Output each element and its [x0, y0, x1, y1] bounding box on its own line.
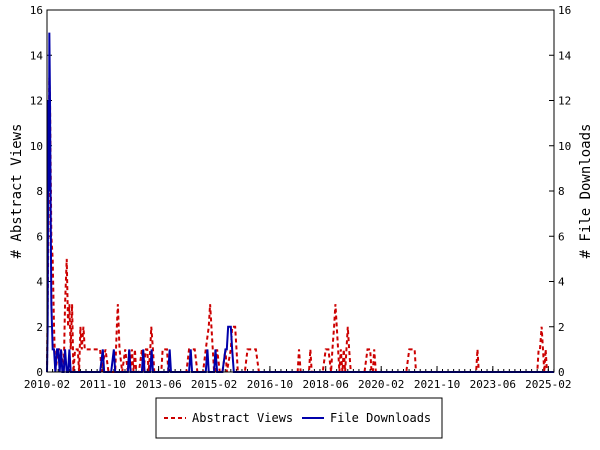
x-tick-label: 2018-06	[303, 378, 349, 391]
right-y-tick-label: 12	[558, 95, 571, 108]
legend-box	[155, 397, 443, 439]
x-tick-label: 2020-02	[358, 378, 404, 391]
left-y-tick-label: 16	[30, 4, 43, 17]
series-layer	[46, 32, 554, 373]
legend-label-abstract-views: Abstract Views	[192, 411, 293, 425]
series-line-abstract-views	[46, 77, 554, 373]
left-y-tick-label: 10	[30, 140, 43, 153]
x-tick-label: 2023-06	[470, 378, 516, 391]
right-axis-title: # File Downloads	[578, 124, 594, 259]
right-y-tick-label: 8	[558, 185, 565, 198]
right-y-tick-label: 6	[558, 230, 565, 243]
left-y-tick-label: 0	[36, 366, 43, 379]
left-axis-title: # Abstract Views	[9, 124, 25, 259]
legend: Abstract Views File Downloads	[155, 397, 443, 439]
plot-frame	[46, 9, 555, 373]
x-tick-label: 2010-02	[24, 378, 70, 391]
left-y-tick-label: 12	[30, 95, 43, 108]
left-y-tick-labels: 0 2 4 6 8 10 12 14 16	[30, 4, 44, 379]
x-tick-label: 2016-10	[247, 378, 293, 391]
right-y-tick-label: 10	[558, 140, 571, 153]
series-line-file-downloads	[46, 32, 554, 373]
x-tick-label: 2025-02	[525, 378, 571, 391]
left-y-tick-label: 14	[30, 49, 44, 62]
x-tick-label: 2011-10	[80, 378, 126, 391]
right-y-tick-label: 14	[558, 49, 572, 62]
x-tick-label: 2013-06	[135, 378, 181, 391]
left-y-tick-label: 8	[36, 185, 43, 198]
right-y-tick-label: 4	[558, 276, 565, 289]
left-y-tick-label: 6	[36, 230, 43, 243]
right-y-tick-label: 2	[558, 321, 565, 334]
x-tick-labels: 2010-02 2011-10 2013-06 2015-02 2016-10 2018-…	[24, 378, 572, 391]
left-y-tick-label: 2	[36, 321, 43, 334]
x-tick-label: 2015-02	[191, 378, 237, 391]
right-y-tick-label: 16	[558, 4, 571, 17]
legend-label-file-downloads: File Downloads	[330, 411, 431, 425]
right-y-tick-labels: 0 2 4 6 8 10 12 14 16	[558, 4, 572, 379]
right-y-tick-label: 0	[558, 366, 565, 379]
x-tick-label: 2021-10	[414, 378, 460, 391]
left-y-tick-label: 4	[36, 276, 43, 289]
